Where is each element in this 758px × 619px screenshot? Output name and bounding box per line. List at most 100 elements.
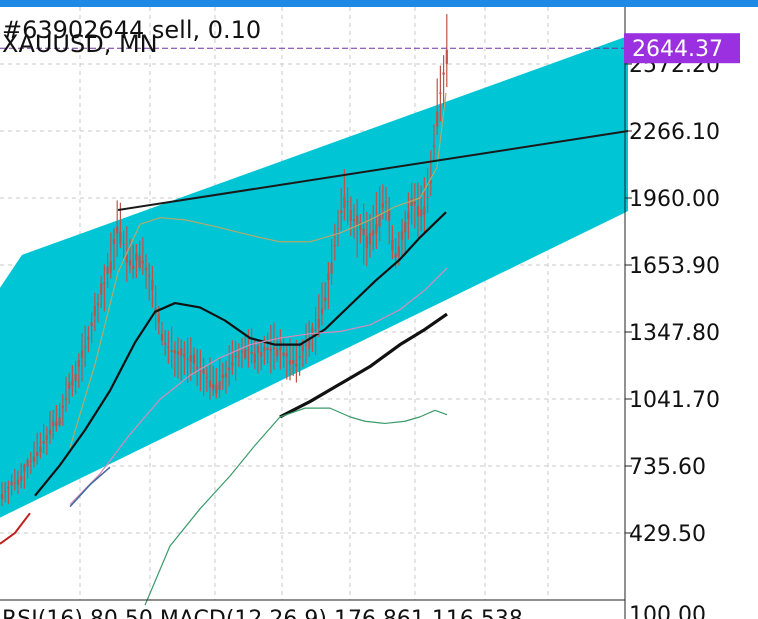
line-ma_olive <box>69 92 447 448</box>
candle-body <box>202 369 205 374</box>
symbol-label: XAUUSD, MN <box>2 30 158 58</box>
candle-body <box>180 348 183 357</box>
price-axis: 2572.202266.101960.001653.901347.801041.… <box>625 53 720 547</box>
trendline[interactable] <box>117 130 629 212</box>
y-tick-label-3: 1653.90 <box>629 254 720 279</box>
candle-body <box>93 305 96 316</box>
candle-body <box>404 222 407 233</box>
candle-body <box>20 476 23 481</box>
candle-body <box>192 354 196 364</box>
candle-body <box>247 349 250 351</box>
candle-body <box>26 459 29 467</box>
top-bar <box>0 0 758 7</box>
candle-body <box>45 435 48 440</box>
candle-body <box>288 359 292 365</box>
candle-body <box>333 245 336 247</box>
candle-body <box>71 380 74 386</box>
candle-body <box>352 219 356 222</box>
candle-body <box>29 460 32 462</box>
candle-body <box>298 356 301 358</box>
candle-body <box>276 348 279 356</box>
candle-body <box>327 272 330 281</box>
current-price-tag <box>624 33 740 64</box>
candle-body <box>173 349 176 354</box>
candle-body <box>87 336 90 340</box>
candle-body <box>55 421 58 427</box>
candle-body <box>228 367 231 370</box>
candle-body <box>381 203 384 208</box>
order-label[interactable]: #63902644 sell, 0.10 <box>2 16 261 44</box>
candle-body <box>237 354 240 356</box>
candle-body <box>432 145 436 147</box>
candle-body <box>189 355 192 362</box>
current-price-label: 2644.37 <box>632 37 723 62</box>
candle-body <box>442 72 445 75</box>
price-channel <box>0 36 628 518</box>
candle-body <box>272 347 276 350</box>
candle-body <box>0 493 4 500</box>
candle-body <box>263 346 266 352</box>
candle-body <box>346 201 349 203</box>
candle-body <box>196 366 199 369</box>
candle-body <box>362 228 365 236</box>
candle-body <box>39 446 42 453</box>
candle-body <box>160 333 164 341</box>
candle-body <box>260 352 263 357</box>
candle-body <box>356 215 359 226</box>
candle-body <box>253 353 256 363</box>
candle-body <box>42 441 45 444</box>
candle-body <box>285 353 288 356</box>
candle-body <box>359 221 362 231</box>
candle-body <box>436 111 439 127</box>
candle-body <box>234 355 237 358</box>
y-tick-label-7: 429.50 <box>629 522 706 547</box>
candle-body <box>199 370 202 372</box>
candle-body <box>301 344 304 352</box>
candle-body <box>375 224 378 234</box>
candle-body <box>340 210 343 213</box>
line-ma_pink <box>69 267 448 505</box>
candle-body <box>167 346 170 348</box>
candle-body <box>244 349 247 359</box>
candle-body <box>186 358 189 360</box>
candle-body <box>330 262 333 274</box>
candle-body <box>320 308 324 315</box>
candle-body <box>176 351 180 355</box>
y-tick-label-6: 735.60 <box>629 455 706 480</box>
candle-body <box>74 373 77 382</box>
candle-body <box>269 348 272 352</box>
candle-body <box>397 246 400 257</box>
candle-body <box>68 382 71 389</box>
candle-body <box>96 303 100 306</box>
y-tick-label-2: 1960.00 <box>629 187 720 212</box>
candle-body <box>16 479 20 485</box>
candle-body <box>164 342 167 345</box>
rsi-top-tick: 100.00 <box>629 603 706 619</box>
candle-body <box>48 430 52 435</box>
candle-body <box>135 253 138 261</box>
candle-body <box>125 253 128 263</box>
candle-body <box>372 230 375 236</box>
candle-body <box>77 359 80 367</box>
y-tick-label-4: 1347.80 <box>629 321 720 346</box>
candle-body <box>122 243 125 245</box>
candle-body <box>400 231 404 240</box>
candle-body <box>144 268 148 271</box>
candle-body <box>116 226 119 234</box>
candle-body <box>61 405 64 409</box>
candle-body <box>231 362 234 366</box>
candle-body <box>205 377 208 379</box>
candle-body <box>170 350 173 353</box>
candle-body <box>311 326 314 336</box>
candle-body <box>4 491 7 493</box>
candle-body <box>138 255 141 268</box>
candle-body <box>224 373 228 378</box>
candle-body <box>407 212 410 220</box>
candle-body <box>7 487 10 489</box>
candle-body <box>141 261 144 264</box>
candle-body <box>250 351 253 354</box>
candle-body <box>58 417 61 426</box>
candle-body <box>183 353 186 358</box>
candle-body <box>84 346 87 348</box>
